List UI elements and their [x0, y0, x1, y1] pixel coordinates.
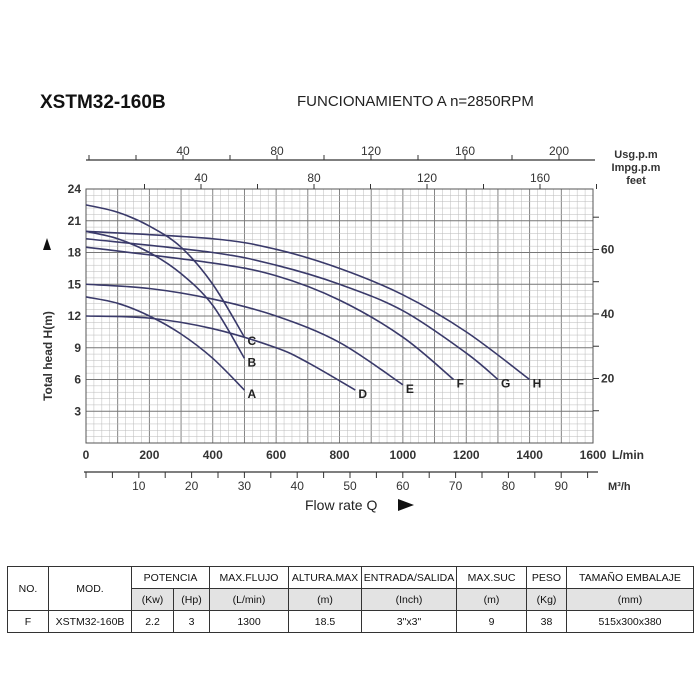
m3h-unit-label: M³/h [608, 481, 631, 493]
feet-tick-label: 40 [601, 307, 615, 321]
m3h-tick-label: 80 [502, 479, 516, 493]
y-tick-label: 6 [74, 373, 81, 387]
x-tick-label: 200 [139, 448, 159, 462]
arrow-right-icon [398, 499, 414, 511]
curve-label-B: B [247, 355, 256, 369]
m3h-tick-label: 30 [238, 479, 252, 493]
cell-hp: 3 [173, 610, 210, 633]
unit-entrada: (Inch) [361, 588, 457, 611]
curve-F [85, 246, 455, 381]
model-title: XSTM32-160B [40, 92, 166, 113]
impgpm-tick-label: 80 [307, 171, 321, 185]
cell-kw: 2.2 [131, 610, 174, 633]
header-potencia: POTENCIA [131, 566, 210, 589]
y-tick-label: 24 [68, 182, 82, 196]
header-mod: MOD. [48, 566, 132, 611]
impgpm-tick-label: 120 [417, 171, 437, 185]
x-tick-label: 1000 [390, 448, 417, 462]
feet-tick-label: 20 [601, 371, 615, 385]
curve-D [85, 315, 356, 391]
y-tick-label: 12 [68, 309, 82, 323]
curve-label-H: H [533, 377, 542, 391]
unit-altura: (m) [288, 588, 362, 611]
spec-table: NO. MOD. POTENCIA MAX.FLUJO ALTURA.MAX E… [7, 566, 694, 633]
cell-peso: 38 [526, 610, 567, 633]
m3h-tick-label: 20 [185, 479, 199, 493]
cell-mod: XSTM32-160B [48, 610, 132, 633]
x-axis-label: Flow rate Q [305, 497, 377, 513]
y-tick-label: 18 [68, 246, 82, 260]
m3h-tick-label: 40 [291, 479, 305, 493]
curve-B [85, 230, 246, 359]
header-suc: MAX.SUC [456, 566, 527, 589]
curve-A [85, 296, 246, 391]
curve-label-A: A [247, 387, 256, 401]
m3h-tick-label: 90 [555, 479, 569, 493]
x-tick-label: 1600 [580, 448, 607, 462]
cell-entrada: 3"x3" [361, 610, 457, 633]
feet-unit-label: feet [626, 175, 646, 187]
impgpm-unit-label: Impg.p.m [612, 162, 661, 174]
x-tick-label: 1200 [453, 448, 480, 462]
impgpm-tick-label: 160 [530, 171, 550, 185]
x-tick-label: 400 [203, 448, 223, 462]
chart-subtitle: FUNCIONAMIENTO A n=2850RPM [297, 93, 534, 110]
y-tick-label: 9 [74, 341, 81, 355]
usgpm-tick-label: 120 [361, 144, 381, 158]
header-entrada: ENTRADA/SALIDA [361, 566, 457, 589]
cell-altura: 18.5 [288, 610, 362, 633]
unit-tamano: (mm) [566, 588, 694, 611]
table-row: F XSTM32-160B 2.2 3 1300 18.5 3"x3" 9 38… [7, 610, 694, 633]
curve-H [85, 230, 531, 381]
m3h-tick-label: 10 [132, 479, 146, 493]
curve-G [85, 237, 499, 381]
m3h-tick-label: 60 [396, 479, 410, 493]
usgpm-tick-label: 80 [270, 144, 284, 158]
x-tick-label: 1400 [516, 448, 543, 462]
impgpm-tick-label: 40 [194, 171, 208, 185]
curve-label-F: F [457, 377, 464, 391]
header-flujo: MAX.FLUJO [209, 566, 289, 589]
pump-curve-chart: 0 200 400 600 800 1000 1200 1400 1600 L/min 3 6 9 12 1… [41, 144, 661, 513]
header-no: NO. [7, 566, 49, 611]
arrow-up-icon [43, 238, 51, 250]
feet-tick-label: 60 [601, 242, 615, 256]
header-altura: ALTURA.MAX [288, 566, 362, 589]
curve-E [85, 283, 404, 386]
unit-flujo: (L/min) [209, 588, 289, 611]
unit-hp: (Hp) [173, 588, 210, 611]
usgpm-tick-label: 160 [455, 144, 475, 158]
unit-kw: (Kw) [131, 588, 174, 611]
unit-suc: (m) [456, 588, 527, 611]
cell-flujo: 1300 [209, 610, 289, 633]
curve-label-G: G [501, 377, 510, 391]
cell-suc: 9 [456, 610, 527, 633]
unit-peso: (Kg) [526, 588, 567, 611]
usgpm-tick-label: 40 [176, 144, 190, 158]
curve-label-C: C [247, 334, 256, 348]
usgpm-tick-label: 200 [549, 144, 569, 158]
y-tick-label: 15 [68, 277, 82, 291]
header-peso: PESO [526, 566, 567, 589]
x-tick-label: 600 [266, 448, 286, 462]
curve-label-E: E [406, 382, 414, 396]
y-tick-label: 3 [74, 404, 81, 418]
m3h-tick-label: 70 [449, 479, 463, 493]
x-unit-label: L/min [612, 448, 644, 462]
curve-label-D: D [358, 387, 367, 401]
y-tick-label: 21 [68, 214, 82, 228]
m3h-tick-label: 50 [343, 479, 357, 493]
x-tick-label: 800 [329, 448, 349, 462]
cell-tamano: 515x300x380 [566, 610, 694, 633]
usgpm-unit-label: Usg.p.m [614, 149, 658, 161]
header-tamano: TAMAÑO EMBALAJE [566, 566, 694, 589]
cell-no: F [7, 610, 49, 633]
y-axis-label: Total head H(m) [41, 311, 55, 401]
x-tick-label: 0 [83, 448, 90, 462]
